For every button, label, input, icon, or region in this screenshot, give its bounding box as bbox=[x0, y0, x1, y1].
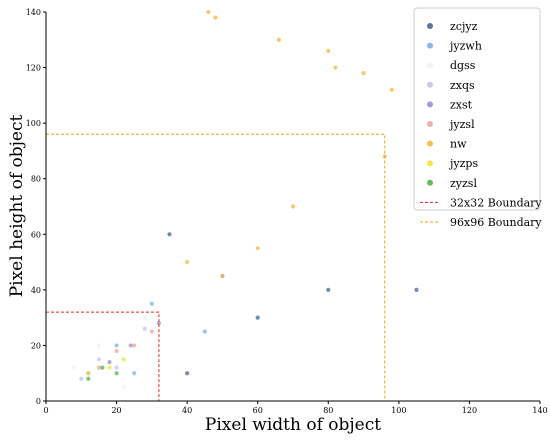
legend-label: dgss bbox=[450, 59, 476, 72]
data-point bbox=[361, 71, 366, 76]
legend-label: jyzwh bbox=[448, 40, 482, 53]
data-point bbox=[96, 343, 102, 348]
data-point bbox=[206, 9, 211, 15]
data-point bbox=[142, 326, 147, 331]
data-point bbox=[326, 48, 331, 54]
data-point bbox=[326, 287, 331, 292]
data-point bbox=[185, 259, 190, 265]
legend-label: 32x32 Boundary bbox=[450, 196, 542, 209]
x-axis-title: Pixel width of object bbox=[205, 415, 381, 435]
x-tick-label: 60 bbox=[253, 406, 263, 415]
boundary-line-32 bbox=[46, 311, 160, 401]
data-point bbox=[276, 37, 281, 42]
data-point bbox=[149, 301, 154, 306]
legend-box bbox=[413, 7, 541, 211]
data-point bbox=[86, 371, 91, 376]
data-point bbox=[185, 371, 190, 376]
legend-label: nw bbox=[450, 138, 467, 151]
y-tick-label: 140 bbox=[26, 8, 41, 17]
y-axis-title: Pixel height of object bbox=[7, 115, 27, 298]
legend: zcjyz jyzwh dgss zxqs zxst jyzsl nw jyzps zyzsl 3… bbox=[413, 7, 542, 229]
data-point bbox=[156, 321, 162, 326]
data-point bbox=[290, 204, 296, 209]
data-point bbox=[255, 246, 260, 251]
x-tick-label: 0 bbox=[43, 406, 48, 415]
x-tick-label: 120 bbox=[462, 406, 477, 415]
data-point bbox=[121, 357, 126, 362]
data-point bbox=[149, 329, 154, 334]
series-zxqs bbox=[79, 326, 147, 381]
legend-marker bbox=[427, 179, 433, 186]
legend-label: jyzsl bbox=[448, 118, 475, 131]
legend-label: zcjyz bbox=[450, 20, 478, 33]
data-point bbox=[96, 357, 102, 362]
data-point bbox=[202, 329, 207, 334]
series-nw bbox=[185, 9, 423, 279]
y-tick-label: 0 bbox=[36, 397, 41, 406]
x-tick-label: 40 bbox=[182, 406, 192, 415]
data-point bbox=[414, 287, 419, 292]
data-point bbox=[142, 315, 147, 320]
series-dgss bbox=[72, 315, 147, 390]
x-tick-label: 20 bbox=[111, 406, 121, 415]
legend-marker bbox=[427, 62, 433, 69]
series-zyzsl bbox=[86, 365, 119, 381]
legend-marker bbox=[427, 81, 433, 88]
data-point bbox=[220, 273, 225, 279]
y-tick-label: 120 bbox=[26, 64, 41, 73]
data-point bbox=[72, 365, 77, 370]
legend-label: zyzsl bbox=[450, 177, 477, 190]
legend-marker bbox=[427, 101, 433, 108]
data-point bbox=[107, 365, 112, 370]
data-point bbox=[167, 232, 172, 237]
boundary-layer bbox=[46, 133, 386, 401]
legend-marker bbox=[427, 42, 433, 49]
data-point bbox=[132, 343, 137, 348]
data-point bbox=[121, 385, 126, 390]
data-point bbox=[107, 360, 112, 365]
data-point bbox=[86, 376, 91, 381]
data-point bbox=[96, 365, 102, 370]
legend-label: 96x96 Boundary bbox=[450, 216, 542, 229]
series-jyzps bbox=[86, 357, 126, 376]
x-tick-label: 140 bbox=[532, 406, 547, 415]
data-point bbox=[114, 371, 119, 376]
y-tick-label: 20 bbox=[31, 341, 41, 350]
series-jyzsl bbox=[96, 329, 154, 370]
data-point bbox=[114, 365, 119, 370]
legend-label: zxqs bbox=[450, 79, 475, 92]
data-point bbox=[114, 343, 119, 348]
x-tick-label: 80 bbox=[323, 406, 333, 415]
y-tick-label: 100 bbox=[26, 119, 41, 128]
y-tick-label: 80 bbox=[31, 175, 41, 184]
data-point bbox=[333, 65, 338, 70]
data-point bbox=[128, 343, 133, 348]
legend-marker bbox=[427, 23, 433, 29]
legend-marker bbox=[427, 160, 433, 167]
data-point bbox=[213, 15, 218, 20]
legend-marker bbox=[427, 121, 433, 127]
series-jyzwh bbox=[114, 273, 225, 376]
data-point bbox=[114, 348, 119, 354]
data-point bbox=[100, 365, 105, 370]
data-point bbox=[79, 376, 84, 381]
legend-label: zxst bbox=[450, 98, 473, 111]
axes-layer: 0 20 40 60 80 100 120 140 0 20 40 60 80 100 120 140 bbox=[26, 8, 548, 415]
y-tick-label: 40 bbox=[31, 286, 41, 295]
data-point bbox=[132, 371, 137, 376]
boundary-line-96 bbox=[46, 133, 386, 401]
points-layer bbox=[72, 9, 423, 390]
data-point bbox=[389, 87, 394, 92]
series-zcjyz bbox=[167, 232, 419, 376]
x-tick-label: 100 bbox=[391, 406, 406, 415]
legend-marker bbox=[427, 140, 433, 147]
data-point bbox=[255, 315, 260, 320]
legend-label: jyzps bbox=[448, 157, 478, 170]
y-tick-label: 60 bbox=[31, 230, 41, 239]
